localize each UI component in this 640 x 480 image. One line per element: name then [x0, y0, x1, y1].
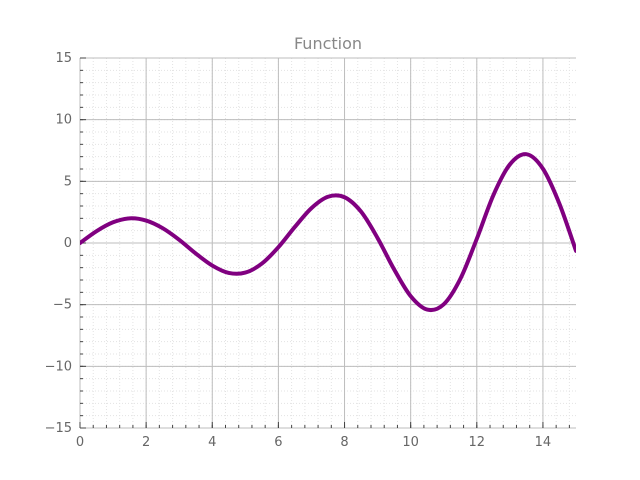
x-tick-label: 2	[142, 435, 150, 450]
major-grid	[79, 57, 576, 429]
chart-title: Function	[294, 34, 362, 53]
y-tick-label: −15	[45, 421, 72, 436]
x-tick-label: 12	[469, 435, 486, 450]
y-tick-label: 5	[64, 174, 72, 189]
tick-labels: 0 2 4 6 8 10 12 14 −15 −10 −5 0 5 10 15	[45, 51, 552, 450]
y-tick-label: 15	[55, 51, 72, 66]
x-tick-label: 10	[402, 435, 419, 450]
series-layer	[80, 152, 576, 313]
y-tick-label: −10	[45, 359, 72, 374]
x-tick-label: 0	[76, 435, 84, 450]
series-line	[80, 152, 576, 313]
x-tick-label: 14	[535, 435, 552, 450]
y-tick-label: −5	[53, 298, 72, 313]
x-tick-label: 4	[208, 435, 216, 450]
y-tick-label: 0	[64, 236, 72, 251]
x-tick-label: 8	[340, 435, 348, 450]
x-tick-label: 6	[274, 435, 282, 450]
y-tick-label: 10	[55, 113, 72, 128]
axis-ticks	[79, 57, 570, 429]
